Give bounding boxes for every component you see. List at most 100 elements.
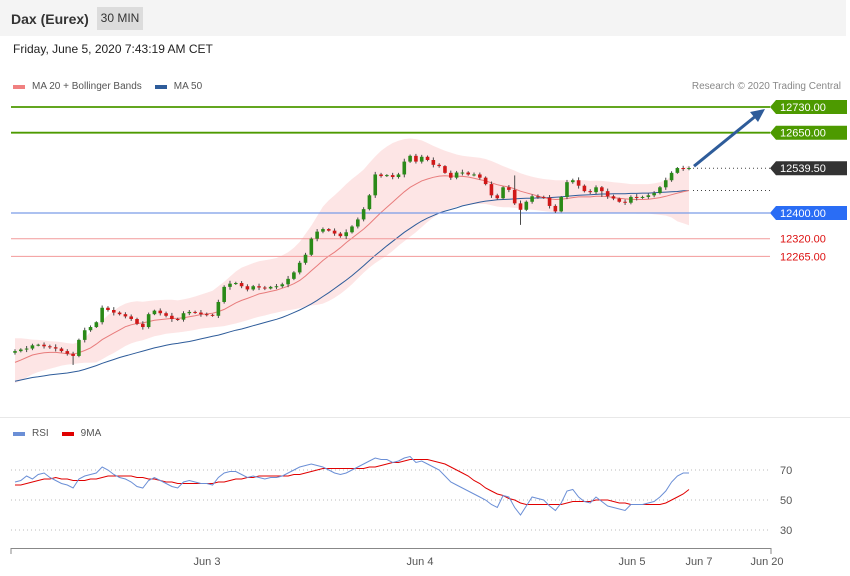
candle-body (640, 196, 645, 198)
candle-body (228, 283, 232, 287)
candle (210, 313, 215, 317)
candle-body (175, 319, 180, 320)
level-label-12400.00: 12400.00 (780, 208, 826, 220)
candle (367, 194, 372, 211)
candle (36, 343, 41, 347)
candle (512, 175, 517, 205)
candle-body (71, 353, 75, 356)
candle-body (326, 229, 331, 231)
candle (181, 311, 186, 322)
rsi-legend-label: RSI (32, 428, 49, 439)
x-tick-label-4: Jun 20 (750, 556, 783, 568)
candle-body (123, 314, 128, 317)
candle-body (315, 231, 319, 239)
candle (600, 186, 604, 197)
candle (257, 283, 261, 291)
x-tick-label-2: Jun 5 (619, 556, 646, 568)
candle (129, 314, 134, 321)
candle-body (681, 168, 685, 170)
candle (507, 185, 511, 193)
forecast-arrow-head (750, 109, 765, 122)
candle (576, 177, 581, 189)
candle (530, 194, 534, 204)
candle (489, 181, 494, 198)
candle-body (629, 196, 633, 203)
candle (472, 172, 476, 177)
candle (425, 155, 430, 162)
candle (263, 285, 267, 291)
candle (309, 237, 314, 257)
candle (141, 321, 145, 330)
candle (396, 172, 401, 179)
rsi9ma-legend-swatch (61, 431, 74, 436)
candle-body (530, 196, 534, 202)
candle (414, 153, 418, 164)
candle-body (402, 161, 407, 175)
candle (204, 312, 209, 317)
candle (53, 344, 58, 352)
candle-body (582, 185, 587, 192)
candle (629, 195, 633, 205)
candle (518, 200, 523, 225)
candle (71, 351, 75, 365)
candle-body (373, 174, 378, 196)
candle (483, 176, 488, 186)
candle (321, 227, 325, 234)
candle-body (94, 322, 99, 328)
candle-body (646, 195, 651, 197)
ma50-line (14, 190, 690, 382)
candle (193, 310, 197, 314)
bollinger-band (15, 138, 689, 384)
candle (652, 191, 656, 198)
candle-body (448, 172, 453, 178)
candle-body (251, 286, 256, 290)
candle (228, 280, 232, 290)
candle (88, 325, 93, 332)
candle (559, 195, 563, 213)
last-price-label: 12539.50 (780, 163, 826, 175)
candle (588, 189, 593, 195)
candle-body (687, 168, 691, 170)
candle (106, 306, 110, 312)
x-tick-label-3: Jun 7 (686, 556, 713, 568)
candle (658, 186, 662, 195)
candle (379, 172, 383, 178)
candle (170, 312, 174, 322)
candle (623, 199, 627, 205)
candle (390, 172, 395, 180)
candle-body (245, 286, 250, 290)
level-label-12265.00: 12265.00 (780, 251, 826, 263)
header-bar: Dax (Eurex) 30 MIN (0, 0, 846, 36)
candle-body (292, 272, 296, 279)
candle-body (65, 351, 70, 354)
candle (94, 321, 99, 328)
candle (82, 327, 87, 343)
candle-body (88, 327, 93, 331)
candle (524, 200, 529, 212)
candle (443, 165, 447, 174)
candle-body (425, 156, 430, 160)
candle (30, 343, 35, 351)
candle (338, 231, 343, 238)
candle (65, 349, 70, 356)
candle-body (576, 180, 581, 186)
candle (13, 349, 17, 355)
candle (437, 163, 441, 168)
candle (501, 186, 505, 200)
candle-body (559, 196, 563, 212)
candle (344, 229, 348, 240)
candle (216, 299, 221, 319)
candle (663, 177, 668, 190)
candle-body (478, 174, 482, 178)
candle (553, 204, 558, 213)
candle-body (495, 195, 500, 199)
candle-body (443, 166, 447, 173)
candle-body (146, 314, 151, 328)
candle (332, 228, 337, 236)
candle (111, 307, 116, 316)
candle-body (431, 160, 436, 165)
candle (669, 171, 674, 182)
candle (350, 225, 354, 234)
candle (675, 167, 680, 174)
timeframe-button[interactable]: 30 MIN (97, 7, 143, 30)
